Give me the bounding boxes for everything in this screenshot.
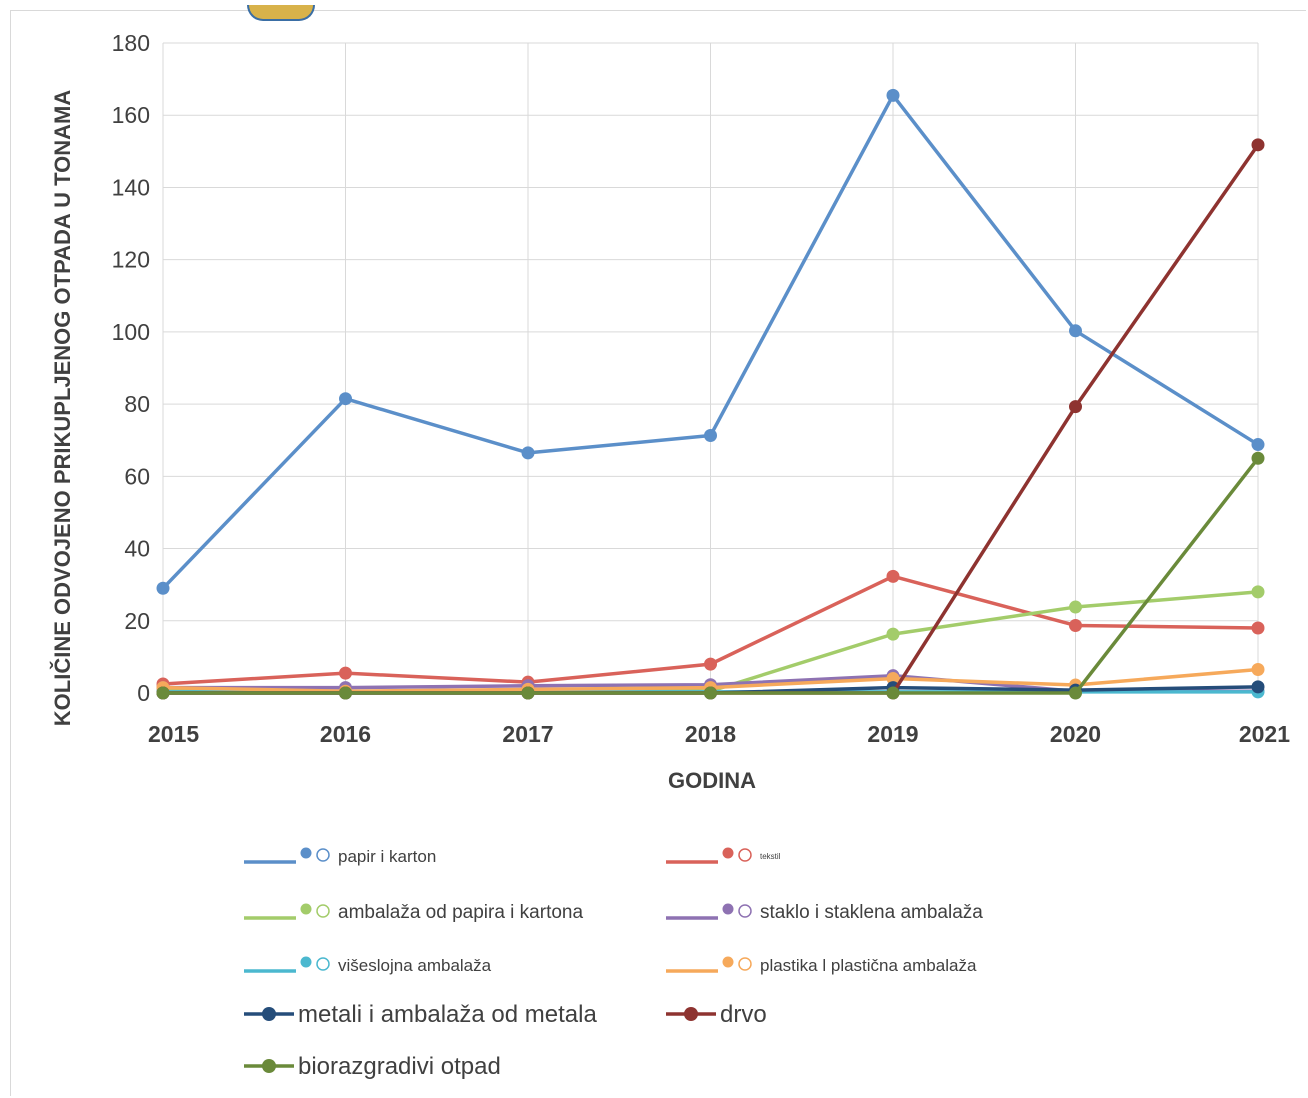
data-point [1069,600,1082,614]
legend-item: plastika l plastična ambalaža [666,956,977,975]
data-point [1069,400,1082,414]
data-point [886,672,900,686]
legend-item: ambalaža od papira i kartona [244,902,583,923]
chart-frame [10,5,1306,1096]
y-tick-label: 80 [124,391,150,417]
data-point [1251,451,1265,465]
x-tick-label: 2015 [148,721,199,747]
legend-swatch-dot [722,847,734,859]
data-point [1251,621,1265,635]
legend-swatch-ring [738,957,752,971]
data-point [886,88,900,102]
y-tick-label: 100 [112,319,150,345]
legend-label: drvo [720,1001,767,1028]
data-point [1069,324,1082,338]
legend-swatch-ring [738,848,752,862]
legend-label: metali i ambalaža od metala [298,1001,597,1028]
y-tick-label: 20 [124,608,150,634]
legend-item: biorazgradivi otpad [244,1053,501,1080]
data-point [339,392,352,406]
data-point [886,569,900,583]
legend-swatch-dot [684,1007,698,1021]
x-axis-title: GODINA [668,768,756,793]
data-point [1251,138,1265,152]
y-tick-label: 160 [112,102,150,128]
legend-label: plastika l plastična ambalaža [760,956,977,975]
legend-swatch-ring [316,957,330,971]
legend-swatch-ring [316,848,330,862]
x-tick-label: 2017 [502,721,553,747]
y-tick-label: 140 [112,174,150,200]
legend-item: drvo [666,1001,767,1028]
series-layer [156,88,1265,700]
data-point [704,657,717,671]
legend-item: papir i karton [244,847,436,866]
y-tick-label: 40 [124,536,150,562]
y-tick-label: 120 [112,247,150,273]
data-point [521,446,535,460]
y-axis-title: KOLIČINE ODVOJENO PRIKUPLJENOG OTPADA U … [50,90,75,727]
y-tick-label: 180 [112,30,150,56]
legend-label: papir i karton [338,847,436,866]
legend-swatch-dot [300,956,312,968]
data-point [339,686,352,700]
y-tick-label: 0 [137,680,150,706]
legend-label: ambalaža od papira i kartona [338,902,583,923]
data-point [704,686,717,700]
legend-item: tekstil [666,847,781,864]
legend-swatch-dot [262,1059,276,1073]
legend-label: višeslojna ambalaža [338,956,492,975]
x-tick-label: 2020 [1050,721,1101,747]
gridlines [162,42,1259,694]
legend: papir i karton tekstil ambalaža od papira … [244,847,983,1080]
x-tick-label: 2018 [685,721,736,747]
data-point [521,686,535,700]
legend-label: biorazgradivi otpad [298,1053,501,1080]
legend-item: staklo i staklena ambalaža [666,902,983,923]
y-tick-label: 60 [124,463,150,489]
legend-item: višeslojna ambalaža [244,956,492,975]
data-point [1069,686,1082,700]
legend-swatch-dot [262,1007,276,1021]
x-tick-label: 2019 [867,721,918,747]
legend-swatch-dot [300,903,312,915]
data-point [1251,663,1265,677]
x-axis-ticks: 2015 2016 2017 2018 2019 2020 2021 [148,721,1290,747]
legend-swatch-ring [316,904,330,918]
legend-swatch-dot [300,847,312,859]
data-point [156,686,170,700]
x-tick-label: 2016 [320,721,371,747]
legend-item: metali i ambalaža od metala [244,1001,597,1028]
data-point [156,581,170,595]
x-tick-label: 2021 [1239,721,1290,747]
data-point [1251,680,1265,694]
data-point [1251,585,1265,599]
legend-swatch-ring [738,904,752,918]
series-0 [156,88,1265,595]
data-point [704,429,717,443]
data-point [1251,438,1265,452]
data-point [886,686,900,700]
y-axis-ticks: 0 20 40 60 80 100 120 140 160 180 [112,30,150,706]
legend-swatch-dot [722,903,734,915]
legend-label: tekstil [760,852,781,861]
legend-swatch-dot [722,956,734,968]
legend-label: staklo i staklena ambalaža [760,902,983,923]
series-8 [156,451,1265,700]
data-point [339,666,352,680]
data-point [886,627,900,641]
data-point [1069,618,1082,632]
